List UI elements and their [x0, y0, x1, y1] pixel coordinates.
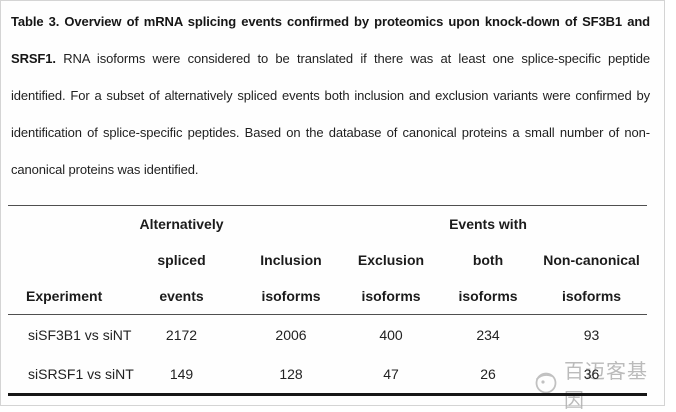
- header-cell-both: both: [472, 252, 504, 268]
- header-cell: [240, 206, 342, 242]
- table-caption: Table 3. Overview of mRNA splicing event…: [11, 3, 650, 188]
- row-label-sisrsf1: siSRSF1 vs siNT: [28, 365, 134, 382]
- table-cell: 234: [476, 326, 500, 343]
- row-label-sisf3b1: siSF3B1 vs siNT: [28, 326, 132, 343]
- header-cell-isoforms: isoforms: [561, 288, 622, 304]
- table-caption-body: RNA isoforms were considered to be trans…: [11, 51, 650, 177]
- header-cell-events-with: Events with: [449, 216, 527, 232]
- table-cell: 2172: [165, 326, 198, 343]
- table-caption-title: Table 3. Overview of mRNA splicing event…: [11, 14, 650, 66]
- header-cell: [8, 206, 123, 242]
- header-cell-isoforms: isoforms: [261, 288, 321, 304]
- table-cell: 128: [279, 365, 303, 382]
- data-table: Alternatively Events with spliced Inclus…: [8, 205, 647, 396]
- biomarker-logo-icon: [533, 369, 559, 400]
- header-cell-alternatively: Alternatively: [139, 216, 224, 232]
- table-cell: 93: [583, 326, 600, 343]
- header-cell-isoforms: isoforms: [458, 288, 518, 304]
- table-cell: 47: [383, 365, 399, 382]
- table-cell: 2006: [275, 326, 307, 343]
- header-cell-events: events: [159, 288, 204, 304]
- table-cell: 36: [583, 365, 600, 382]
- header-cell-experiment: Experiment: [26, 288, 103, 304]
- table-body: siSF3B1 vs siNT 2172 2006 400 234 93 siS…: [8, 315, 647, 396]
- header-cell: [342, 206, 440, 242]
- header-cell-non-canonical: Non-canonical: [543, 252, 640, 268]
- header-cell: [536, 206, 647, 242]
- header-cell: [8, 242, 123, 278]
- table-header: Alternatively Events with spliced Inclus…: [8, 205, 647, 315]
- table-cell: 26: [480, 365, 496, 382]
- table-cell: 149: [169, 365, 194, 382]
- header-cell-spliced: spliced: [157, 252, 206, 268]
- header-cell-isoforms: isoforms: [361, 288, 421, 304]
- table-cell: 400: [379, 326, 403, 343]
- header-cell-inclusion: Inclusion: [260, 252, 322, 268]
- header-cell-exclusion: Exclusion: [357, 252, 425, 268]
